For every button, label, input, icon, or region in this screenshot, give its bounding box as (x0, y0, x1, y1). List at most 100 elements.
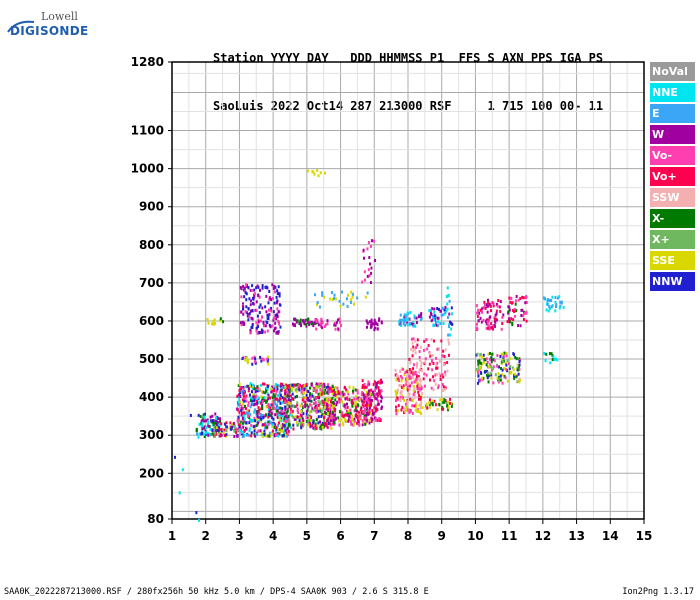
echo-point (357, 404, 360, 408)
echo-point (440, 313, 443, 317)
echo-point (525, 300, 528, 304)
echo-point (446, 361, 449, 365)
echo-point (258, 411, 261, 415)
echo-point (438, 359, 441, 363)
echo-point (487, 327, 490, 331)
echo-point (548, 298, 551, 302)
y-tick-label: 800 (139, 238, 164, 252)
y-tick-label: 400 (139, 390, 164, 404)
x-tick-label: 4 (269, 529, 277, 543)
echo-point (406, 401, 409, 405)
echo-point (263, 429, 266, 433)
echo-point (512, 318, 515, 322)
echo-point (242, 425, 245, 429)
echo-point (512, 368, 515, 372)
echo-point (319, 322, 322, 326)
echo-point (497, 375, 500, 379)
echo-point (284, 394, 287, 398)
echo-point (260, 401, 263, 405)
echo-point (319, 388, 322, 392)
echo-point (274, 392, 277, 396)
echo-point (233, 434, 236, 438)
echo-point (501, 373, 504, 377)
echo-point (379, 381, 382, 385)
echo-point (419, 383, 422, 387)
echo-point (258, 311, 261, 315)
echo-point (284, 428, 287, 432)
echo-point (491, 352, 494, 356)
echo-point (256, 418, 259, 422)
echo-point (331, 410, 334, 414)
echo-point (287, 422, 290, 426)
echo-point (212, 433, 215, 437)
echo-point (276, 434, 279, 438)
echo-point (272, 429, 275, 433)
echo-point (371, 408, 374, 412)
echo-point (413, 316, 416, 320)
echo-point (375, 385, 378, 389)
echo-point (203, 412, 206, 416)
echo-point (367, 380, 370, 384)
echo-point (515, 309, 518, 313)
echo-point (304, 318, 307, 322)
echo-point (265, 405, 268, 409)
echo-point (218, 427, 221, 431)
echo-point (304, 400, 307, 404)
echo-point (281, 396, 284, 400)
echo-point (367, 409, 370, 413)
echo-point (512, 352, 515, 356)
echo-point (331, 297, 334, 301)
echo-point (476, 327, 479, 331)
echo-point (431, 359, 434, 363)
echo-point (328, 386, 331, 390)
echo-point (331, 388, 334, 392)
echo-point (485, 363, 488, 367)
echo-point (426, 404, 429, 408)
echo-point (278, 432, 281, 436)
echo-point (262, 396, 265, 400)
echo-point (361, 379, 364, 383)
echo-point (314, 321, 317, 325)
echo-point (443, 312, 446, 316)
legend-item-vo-: Vo- (650, 146, 695, 165)
echo-point (312, 419, 315, 423)
echo-point (414, 339, 417, 343)
echo-point (293, 417, 296, 421)
echo-point (558, 295, 561, 299)
echo-point (490, 322, 493, 326)
echo-point (518, 367, 521, 371)
echo-point (289, 394, 292, 398)
echo-point (348, 415, 351, 419)
echo-point (506, 320, 509, 324)
echo-point (330, 398, 333, 402)
echo-point (256, 323, 259, 327)
echo-point (439, 321, 442, 325)
echo-point (356, 418, 359, 422)
echo-point (278, 428, 281, 432)
echo-point (239, 395, 242, 399)
echo-point (366, 321, 369, 325)
echo-point (329, 400, 332, 404)
echo-point (237, 422, 240, 426)
echo-point (216, 429, 219, 433)
echo-point (362, 400, 365, 404)
echo-point (336, 391, 339, 395)
echo-point (257, 421, 260, 425)
echo-point (431, 399, 434, 403)
echo-point (236, 394, 239, 398)
echo-point (256, 432, 259, 436)
echo-point (211, 429, 214, 433)
echo-point (442, 363, 445, 367)
echo-point (258, 305, 261, 309)
echo-point (273, 327, 276, 331)
echo-point (427, 343, 430, 347)
echo-point (317, 399, 320, 403)
echo-point (291, 392, 294, 396)
echo-point (514, 302, 517, 306)
echo-point (399, 395, 402, 399)
echo-point (320, 423, 323, 427)
echo-point (273, 389, 276, 393)
echo-point (239, 400, 242, 404)
echo-point (327, 403, 330, 407)
echo-point (365, 404, 368, 408)
